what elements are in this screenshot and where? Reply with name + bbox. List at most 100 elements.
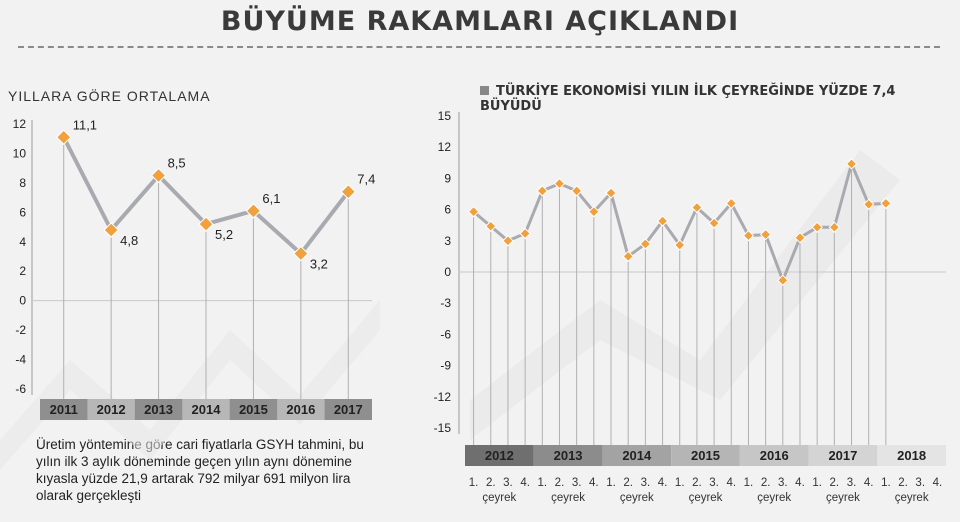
left-y-tick-label: 8 — [19, 176, 26, 190]
right-year-label: 2015 — [691, 448, 720, 463]
left-line-chart: 12 10 8 6 4 2 0 -2 -4 -6 2011 2012 2013 2014 2015 2016 2… — [13, 117, 375, 420]
right-year-cell — [671, 445, 740, 466]
right-quarter-label: 3. — [503, 477, 513, 489]
right-quarter-word: çeyrek — [482, 492, 516, 504]
right-quarter-word: çeyrek — [689, 492, 723, 504]
left-data-point — [245, 203, 262, 219]
right-quarter-label: 2. — [830, 477, 840, 489]
right-quarter-label: 4. — [726, 477, 736, 489]
right-y-tick-label: 6 — [444, 203, 451, 217]
right-data-point — [656, 215, 669, 227]
right-quarter-label: 4. — [658, 477, 668, 489]
left-data-point — [103, 222, 119, 238]
right-year-cell — [739, 445, 809, 466]
right-quarter-label: 2. — [623, 477, 633, 489]
right-data-point — [553, 177, 566, 190]
left-data-label: 11,1 — [73, 117, 97, 132]
left-x-tick-label: 2017 — [334, 402, 363, 417]
left-y-tick-label: 4 — [19, 235, 26, 249]
right-quarter-label: 4. — [520, 477, 530, 489]
right-year-cell — [602, 445, 672, 466]
right-y-tick-label: -9 — [440, 359, 451, 373]
right-year-label: 2016 — [760, 448, 789, 463]
right-quarter-label: 2. — [486, 477, 496, 489]
left-x-tick-label: 2013 — [144, 402, 173, 417]
right-quarter-label: 2. — [761, 477, 771, 489]
right-y-tick-label: 12 — [438, 140, 452, 154]
right-quarter-label: 1. — [538, 477, 548, 489]
right-data-point — [828, 221, 841, 233]
right-quarter-label: 1. — [881, 477, 891, 489]
left-y-tick-label: 12 — [13, 117, 27, 131]
left-y-tick-label: 10 — [13, 146, 27, 160]
right-data-point — [639, 238, 652, 250]
right-chart-title: TÜRKİYE EKONOMİSİ YILIN İLK ÇEYREĞİNDE Y… — [480, 84, 960, 114]
right-quarter-label: 1. — [469, 477, 479, 489]
left-data-label: 5,2 — [215, 227, 233, 242]
right-data-point — [519, 227, 531, 240]
right-quarter-word: çeyrek — [757, 492, 791, 504]
right-data-point — [880, 197, 892, 210]
left-y-tick-label: -4 — [15, 353, 26, 367]
right-data-point — [536, 185, 549, 197]
right-quarter-label: 1. — [744, 477, 754, 489]
left-x-tick-label: 2015 — [239, 402, 268, 417]
right-data-point — [570, 185, 583, 197]
right-year-label: 2017 — [828, 448, 857, 463]
right-data-point — [862, 198, 875, 211]
right-year-label: 2012 — [485, 448, 514, 463]
right-quarter-label: 4. — [933, 477, 943, 489]
right-data-point — [467, 205, 480, 218]
right-quarter-label: 1. — [606, 477, 616, 489]
left-data-point — [293, 245, 309, 262]
left-data-label: 3,2 — [310, 257, 328, 272]
left-y-tick-label: 0 — [19, 294, 26, 308]
right-year-label: 2014 — [622, 448, 652, 463]
left-y-tick-label: 2 — [19, 264, 26, 278]
right-data-point — [708, 217, 720, 229]
right-y-tick-label: -12 — [434, 390, 452, 404]
right-y-tick-label: -15 — [434, 421, 452, 435]
right-quarter-word: çeyrek — [895, 492, 929, 504]
right-data-point — [811, 221, 823, 233]
left-x-tick-label: 2014 — [192, 402, 222, 417]
left-data-label: 4,8 — [120, 233, 138, 248]
right-quarter-label: 1. — [812, 477, 822, 489]
left-year-cell — [87, 399, 135, 420]
right-quarter-label: 2. — [555, 477, 565, 489]
left-year-cell — [277, 399, 325, 420]
right-data-point — [725, 197, 737, 210]
page-title: BÜYÜME RAKAMLARI AÇIKLANDI — [220, 6, 740, 37]
left-data-label: 8,5 — [168, 156, 186, 171]
right-data-point — [691, 201, 703, 214]
left-data-point — [150, 167, 167, 184]
right-year-label: 2018 — [897, 448, 926, 463]
right-year-cell — [877, 445, 946, 466]
right-quarter-label: 4. — [864, 477, 874, 489]
left-data-label: 6,1 — [262, 191, 280, 206]
left-data-point — [56, 129, 72, 145]
right-quarter-label: 3. — [778, 477, 788, 489]
left-chart-title: YILLARA GÖRE ORTALAMA — [8, 88, 211, 104]
left-data-point — [198, 216, 214, 232]
right-data-point — [605, 187, 617, 199]
left-x-tick-label: 2012 — [97, 402, 126, 417]
left-x-tick-label: 2016 — [286, 402, 315, 417]
right-data-point — [588, 205, 600, 218]
left-y-tick-label: 6 — [19, 205, 26, 219]
right-quarter-word: çeyrek — [620, 492, 654, 504]
right-year-label: 2013 — [554, 448, 583, 463]
left-y-tick-label: -6 — [15, 382, 26, 396]
right-quarter-label: 3. — [641, 477, 651, 489]
right-data-point — [759, 228, 772, 241]
right-data-point — [674, 239, 686, 251]
right-year-cell — [808, 445, 878, 466]
right-data-point — [502, 235, 514, 247]
right-data-point — [777, 274, 789, 287]
right-quarter-label: 3. — [709, 477, 719, 489]
right-data-point — [794, 231, 806, 244]
left-year-cell — [182, 399, 230, 420]
right-quarter-label: 1. — [675, 477, 685, 489]
